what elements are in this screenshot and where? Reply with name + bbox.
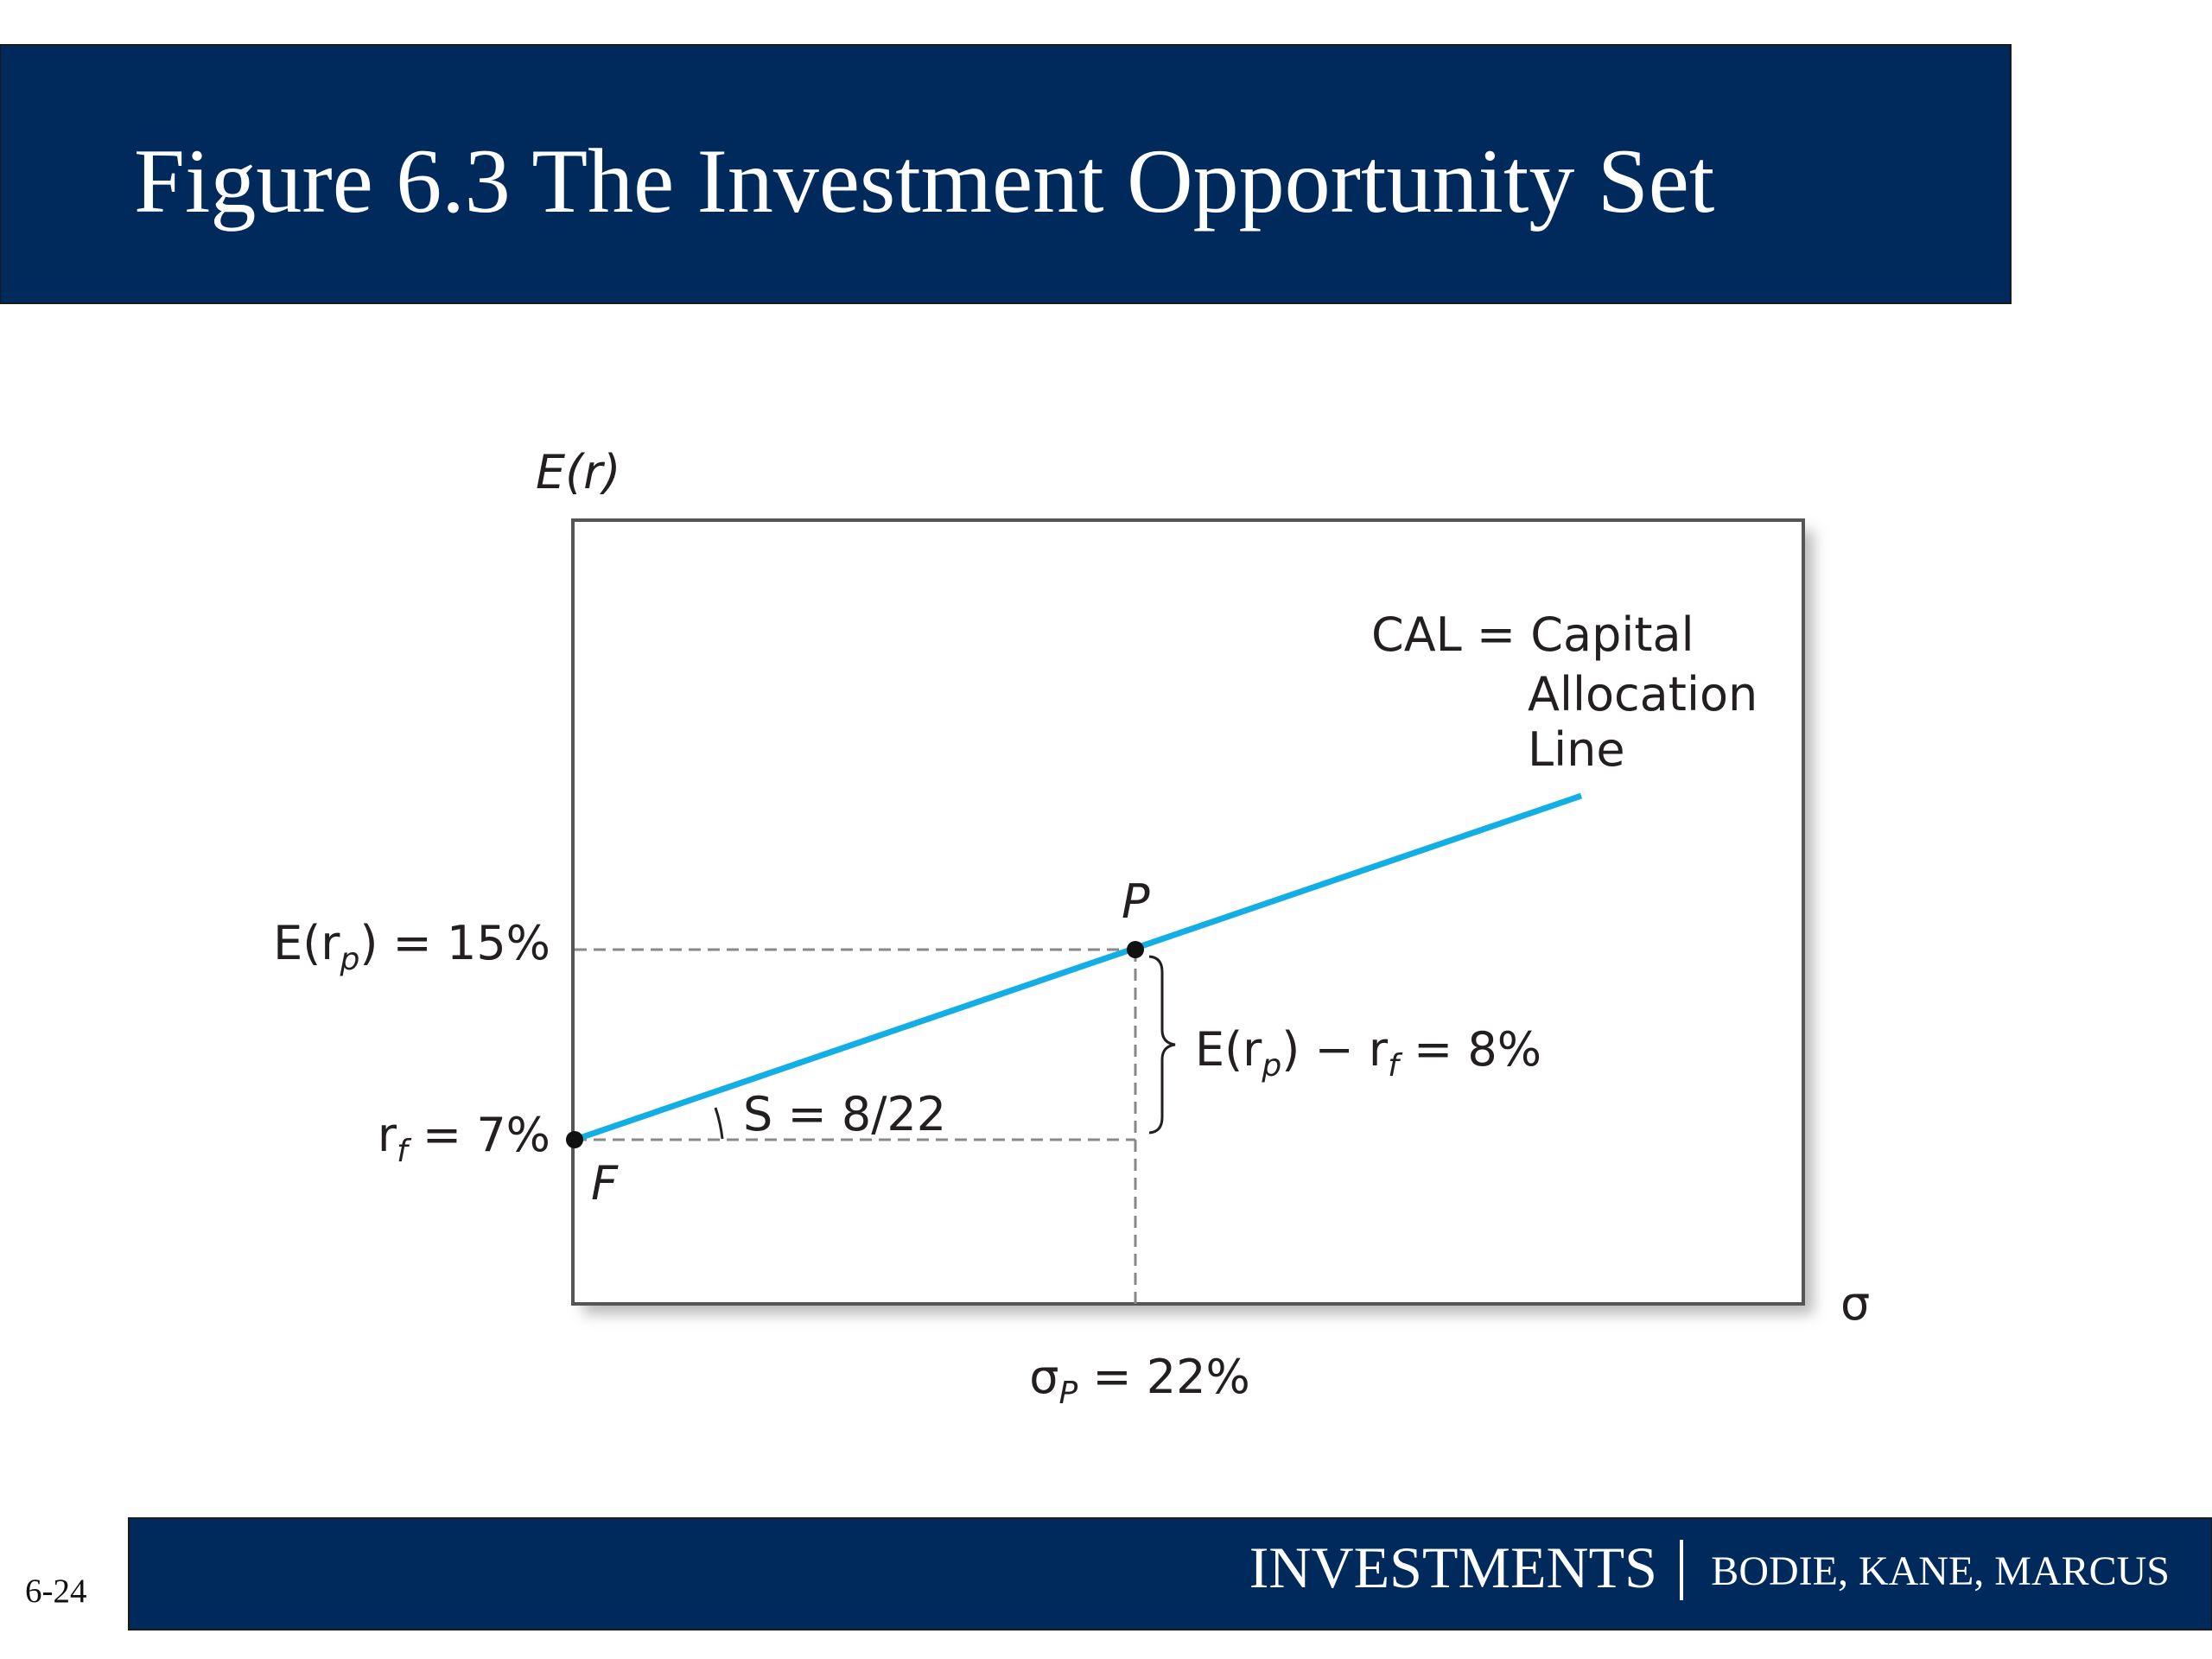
subscript: p <box>1261 1048 1281 1084</box>
label-part: = 7% <box>408 1108 550 1162</box>
subscript: P <box>1058 1376 1077 1411</box>
guides <box>575 948 1137 1304</box>
label-part: σ <box>1029 1350 1058 1404</box>
label-part: E(r <box>273 916 340 970</box>
slope-arc <box>714 1107 724 1140</box>
risk-free-label: rf = 7% <box>378 1108 550 1169</box>
cal-label: CAL = Capital <box>1371 607 1694 662</box>
label-part: = 22% <box>1077 1350 1250 1404</box>
label-part: r <box>378 1108 397 1162</box>
footer-bar <box>128 1517 2212 1630</box>
y-axis-label: E(r) <box>536 445 620 499</box>
x-axis-label: σ <box>1840 1276 1870 1331</box>
cal-label: Allocation <box>1528 667 1758 721</box>
label-part: ) − r <box>1281 1022 1389 1077</box>
slide-title: Figure 6.3 The Investment Opportunity Se… <box>134 130 1714 232</box>
brace <box>1148 955 1176 1135</box>
cal-line <box>573 792 1583 1143</box>
point-f <box>566 1131 583 1148</box>
label-part: ) = 15% <box>359 916 550 970</box>
sigma-p-label: σP = 22% <box>1029 1350 1250 1411</box>
plot-frame <box>571 518 1805 1306</box>
point-label: F <box>591 1156 619 1211</box>
risk-premium-label: E(rp) − rf = 8% <box>1195 1022 1541 1084</box>
footer-authors: BODIE, KANE, MARCUS <box>1711 1548 2170 1594</box>
footer-book: INVESTMENTS <box>1249 1535 1657 1600</box>
page-number: 6-24 <box>25 1573 87 1610</box>
cal-label: Line <box>1528 722 1625 777</box>
point-label: P <box>1122 874 1150 929</box>
expected-return-label: E(rp) = 15% <box>273 916 550 977</box>
slope-label: S = 8/22 <box>743 1087 946 1141</box>
subscript: p <box>339 942 359 977</box>
title-bar <box>0 44 2012 304</box>
label-part: = 8% <box>1399 1022 1541 1077</box>
point-p <box>1127 941 1144 958</box>
label-part: E(r <box>1195 1022 1262 1077</box>
